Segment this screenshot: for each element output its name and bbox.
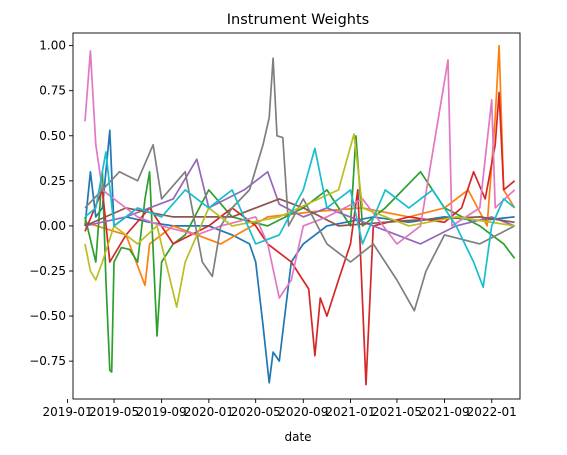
- plot-frame: [72, 32, 521, 400]
- x-tick-label: 2022-01: [467, 405, 517, 419]
- series-line-5: [84, 158, 515, 245]
- series-line-4: [84, 91, 516, 386]
- x-tick-label: 2021-09: [419, 405, 469, 419]
- series-line-7: [84, 50, 516, 299]
- x-tick-label: 2019-09: [137, 405, 187, 419]
- series-line-1: [84, 129, 515, 384]
- x-tick-label: 2020-01: [184, 405, 234, 419]
- x-tick-label: 2019-01: [43, 405, 93, 419]
- y-tick-label: 1.00: [39, 39, 66, 53]
- y-tick-label: 0.75: [39, 84, 66, 98]
- y-tick-label: −0.25: [29, 264, 66, 278]
- y-tick-label: −0.50: [29, 309, 66, 323]
- y-axis: 1.00 0.75 0.50 0.25 0.00 −0.25 −0.50 −0.75: [29, 39, 73, 368]
- y-tick-label: 0.50: [39, 129, 66, 143]
- x-axis: 2019-012019-052019-092020-012020-052020-…: [43, 399, 517, 419]
- x-tick-label: 2019-05: [89, 405, 139, 419]
- series-line-8: [84, 57, 515, 312]
- y-tick-label: 0.00: [39, 219, 66, 233]
- plot-lines: [84, 44, 516, 386]
- series-line-9: [84, 133, 515, 308]
- series-line-3: [84, 134, 516, 373]
- x-tick-label: 2021-05: [372, 405, 422, 419]
- x-axis-title: date: [284, 430, 311, 444]
- y-tick-label: −0.75: [29, 354, 66, 368]
- x-tick-label: 2020-05: [231, 405, 281, 419]
- chart-title: Instrument Weights: [227, 12, 369, 28]
- x-tick-label: 2020-09: [278, 405, 328, 419]
- x-tick-label: 2021-01: [325, 405, 375, 419]
- series-line-10: [84, 147, 516, 289]
- y-tick-label: 0.25: [39, 174, 66, 188]
